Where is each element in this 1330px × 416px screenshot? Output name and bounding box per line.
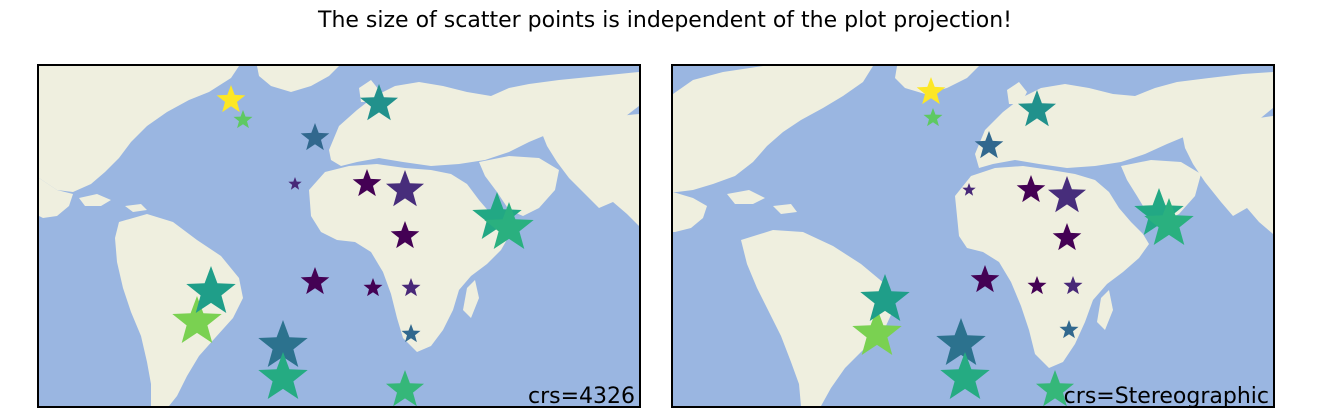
- star-marker-2: [233, 110, 253, 129]
- star-marker-13: [1063, 276, 1083, 295]
- land-layer: [39, 66, 639, 406]
- markers-stereographic: [852, 77, 1194, 406]
- star-marker-7: [386, 170, 424, 207]
- star-marker-6: [1016, 175, 1046, 203]
- star-marker-3: [974, 131, 1004, 159]
- star-marker-1: [916, 77, 946, 105]
- europe-landmass: [329, 72, 639, 166]
- crs-label-platecarree: crs=4326: [527, 384, 635, 408]
- asia-landmass: [1181, 116, 1273, 234]
- markers-platecarree: [172, 84, 534, 406]
- madagascar: [463, 280, 479, 318]
- star-marker-18: [258, 352, 308, 399]
- madagascar: [1097, 290, 1113, 330]
- british-isles: [1007, 82, 1027, 104]
- star-marker-13: [401, 278, 421, 297]
- star-marker-8: [390, 221, 420, 249]
- africa-landmass: [309, 164, 509, 352]
- land-layer: [673, 66, 1273, 406]
- star-marker-9: [472, 192, 522, 239]
- star-marker-16: [1059, 320, 1079, 339]
- star-marker-15: [186, 266, 236, 313]
- star-marker-1: [216, 85, 246, 113]
- north-america-landmass: [673, 66, 873, 192]
- star-marker-4: [360, 84, 398, 121]
- star-marker-11: [300, 267, 330, 295]
- star-marker-10: [1144, 198, 1194, 245]
- map-stereographic: [673, 66, 1273, 406]
- south-america-landmass: [741, 230, 895, 406]
- star-marker-12: [363, 278, 383, 297]
- north-america-landmass: [39, 66, 239, 192]
- europe-landmass: [975, 72, 1273, 168]
- greenland-landmass: [257, 66, 339, 92]
- map-platecarree: [39, 66, 639, 406]
- star-marker-18: [940, 352, 990, 399]
- map-panel-platecarree: crs=4326: [37, 64, 641, 408]
- star-marker-2: [923, 108, 943, 127]
- south-america-landmass: [115, 214, 243, 406]
- caribbean-islands: [79, 194, 147, 212]
- star-marker-7: [1048, 176, 1086, 213]
- star-marker-19: [1036, 370, 1074, 406]
- star-marker-12: [1027, 276, 1047, 295]
- star-marker-16: [401, 324, 421, 343]
- star-marker-5: [962, 183, 976, 196]
- star-marker-14: [172, 296, 222, 343]
- crs-label-stereographic: crs=Stereographic: [1063, 384, 1269, 408]
- star-marker-5: [288, 177, 302, 190]
- star-marker-10: [484, 202, 534, 249]
- star-marker-17: [258, 320, 308, 367]
- star-marker-4: [1018, 90, 1056, 127]
- star-marker-9: [1134, 188, 1184, 235]
- arabia-landmass: [479, 156, 559, 216]
- star-marker-11: [970, 265, 1000, 293]
- star-marker-15: [860, 274, 910, 321]
- africa-landmass: [955, 166, 1149, 368]
- greenland-landmass: [895, 66, 979, 94]
- star-marker-14: [852, 308, 902, 355]
- star-marker-19: [386, 370, 424, 406]
- map-panel-stereographic: crs=Stereographic: [671, 64, 1275, 408]
- figure-title: The size of scatter points is independen…: [318, 8, 1012, 33]
- central-america-landmass: [673, 192, 707, 232]
- asia-landmass: [539, 114, 639, 226]
- british-isles: [359, 80, 379, 102]
- star-marker-8: [1052, 223, 1082, 251]
- caribbean-islands: [727, 190, 797, 214]
- star-marker-17: [936, 318, 986, 365]
- star-marker-3: [300, 123, 330, 151]
- star-marker-6: [352, 169, 382, 197]
- central-america-landmass: [39, 178, 73, 218]
